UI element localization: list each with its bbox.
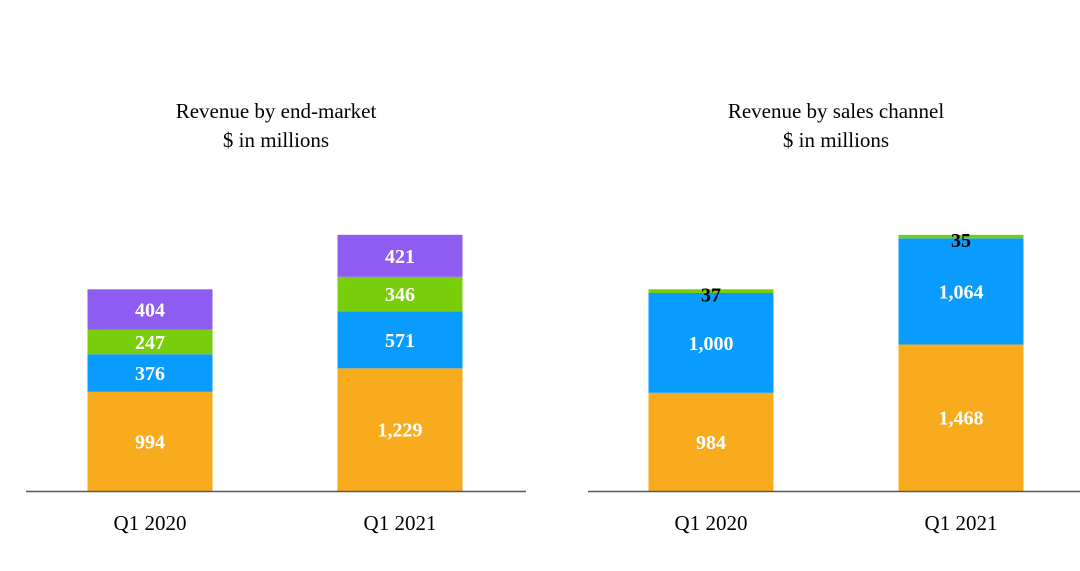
data-label: 1,000 [689,333,734,355]
chart-title: Revenue by end-market [176,99,377,123]
data-label: 404 [135,299,165,321]
bar-segment [648,289,774,293]
data-label: 571 [385,330,415,352]
bar-segment [898,344,1024,491]
chart-title: Revenue by sales channel [728,99,945,123]
bar-segment [87,391,213,491]
bar-segment [648,292,774,393]
data-label: 376 [135,363,165,385]
bar-segment [337,234,463,277]
bar-segment [337,276,463,312]
data-label: 1,064 [939,281,984,303]
x-tick-label: Q1 2021 [925,511,998,535]
chart-end-market: Revenue by end-market $ in millions 994 3… [26,99,526,535]
data-label: 421 [385,246,415,268]
data-label: 35 [951,230,971,252]
x-tick-label: Q1 2020 [675,511,748,535]
bar-segment [87,354,213,392]
bar-segment [87,329,213,355]
data-label: 37 [701,284,721,306]
bar-segment [87,289,213,330]
chart-subtitle: $ in millions [223,128,329,152]
chart-sales-channel: Revenue by sales channel $ in millions 9… [588,99,1080,535]
bar-segment [898,238,1024,345]
data-label: 1,468 [939,408,984,430]
chart-subtitle: $ in millions [783,128,889,152]
data-label: 984 [696,432,726,454]
data-label: 1,229 [378,420,423,442]
bar-segment [898,234,1024,239]
data-label: 994 [135,431,165,453]
bar-segment [337,311,463,369]
x-tick-label: Q1 2020 [114,511,187,535]
x-tick-label: Q1 2021 [364,511,437,535]
data-label: 247 [135,332,165,354]
bar-segment [648,392,774,491]
bar-segment [337,368,463,491]
data-label: 346 [385,284,415,306]
